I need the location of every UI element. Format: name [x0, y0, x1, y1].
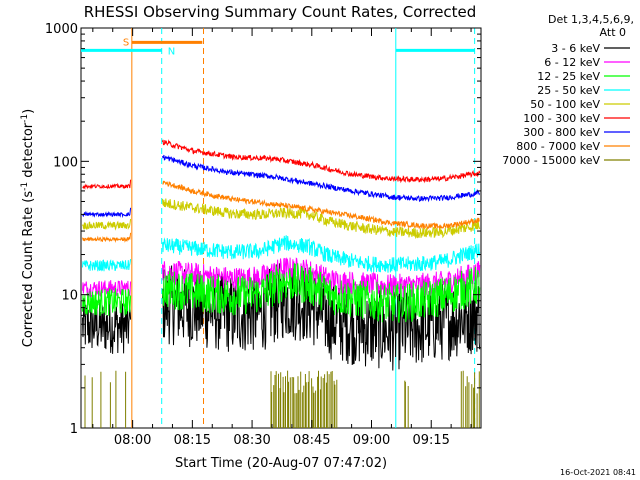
- attenuator-spikes: [84, 370, 480, 428]
- series-line-pre-5: [82, 179, 132, 190]
- attenuator-spike-group-1: [270, 370, 338, 428]
- y-axis-label-sup2: -1: [20, 114, 30, 123]
- legend-header-line1: Det 1,3,4,5,6,9,: [548, 13, 634, 26]
- y-tick-label: 10: [61, 289, 78, 304]
- flag-label-s: S: [123, 37, 129, 48]
- attenuator-spike-group-3: [460, 370, 480, 428]
- flag-label-n: N: [168, 46, 175, 57]
- legend-label: 12 - 25 keV: [537, 70, 600, 83]
- event-lines: [131, 28, 476, 428]
- y-axis-label: Corrected Count Rate (s-1 detector-1): [20, 109, 36, 347]
- y-axis-label-mid: detector: [21, 122, 36, 182]
- legend-label: 7000 - 15000 keV: [502, 154, 600, 167]
- legend-label: 300 - 800 keV: [523, 126, 600, 139]
- series-line-pre-7: [82, 232, 132, 243]
- legend-header-line2: Att 0: [600, 26, 626, 39]
- series-line-pre-4: [82, 218, 132, 231]
- flag-bars: SN: [81, 37, 475, 57]
- timestamp: 16-Oct-2021 08:41: [560, 468, 636, 477]
- chart-title: RHESSI Observing Summary Count Rates, Co…: [84, 3, 477, 21]
- y-axis-label-sup1: -1: [20, 182, 30, 191]
- series-line-post-6: [162, 154, 481, 203]
- x-tick-label: 08:15: [174, 433, 211, 448]
- x-axis-label: Start Time (20-Aug-07 07:47:02): [175, 456, 387, 471]
- legend-label: 3 - 6 keV: [551, 42, 600, 55]
- attenuator-spike-group-2: [404, 380, 409, 428]
- x-tick-label: 08:00: [114, 433, 151, 448]
- series-line-post-2: [162, 263, 481, 323]
- series-lines: [82, 139, 481, 371]
- axis-ticks: 08:00 08:15 08:30 08:45 09:00 09:15 1 10 100 1000: [45, 22, 481, 448]
- series-line-post-4: [162, 198, 481, 239]
- attenuator-spike-group-0: [84, 370, 127, 428]
- plot-frame: [80, 27, 482, 429]
- legend-label: 6 - 12 keV: [544, 56, 600, 69]
- y-axis-label-main: Corrected Count Rate (s: [21, 191, 36, 348]
- series-line-pre-3: [82, 259, 132, 272]
- series-line-pre-6: [82, 207, 132, 219]
- legend-label: 25 - 50 keV: [537, 84, 600, 97]
- y-tick-label: 1000: [45, 22, 78, 37]
- legend-label: 100 - 300 keV: [523, 112, 600, 125]
- legend-label: 800 - 7000 keV: [516, 140, 600, 153]
- y-axis-label-end: ): [21, 109, 36, 114]
- series-line-post-3: [162, 235, 481, 273]
- series-line-pre-0: [82, 298, 132, 354]
- x-tick-label: 09:15: [412, 433, 449, 448]
- series-line-pre-1: [82, 280, 132, 299]
- legend-label: 50 - 100 keV: [530, 98, 600, 111]
- x-tick-label: 08:45: [293, 433, 330, 448]
- x-tick-label: 08:30: [233, 433, 270, 448]
- series-line-post-7: [162, 180, 480, 231]
- y-tick-label: 100: [53, 155, 78, 170]
- y-tick-label: 1: [70, 422, 78, 437]
- series-line-pre-2: [82, 288, 132, 316]
- x-tick-label: 09:00: [353, 433, 390, 448]
- series-line-post-5: [162, 139, 481, 184]
